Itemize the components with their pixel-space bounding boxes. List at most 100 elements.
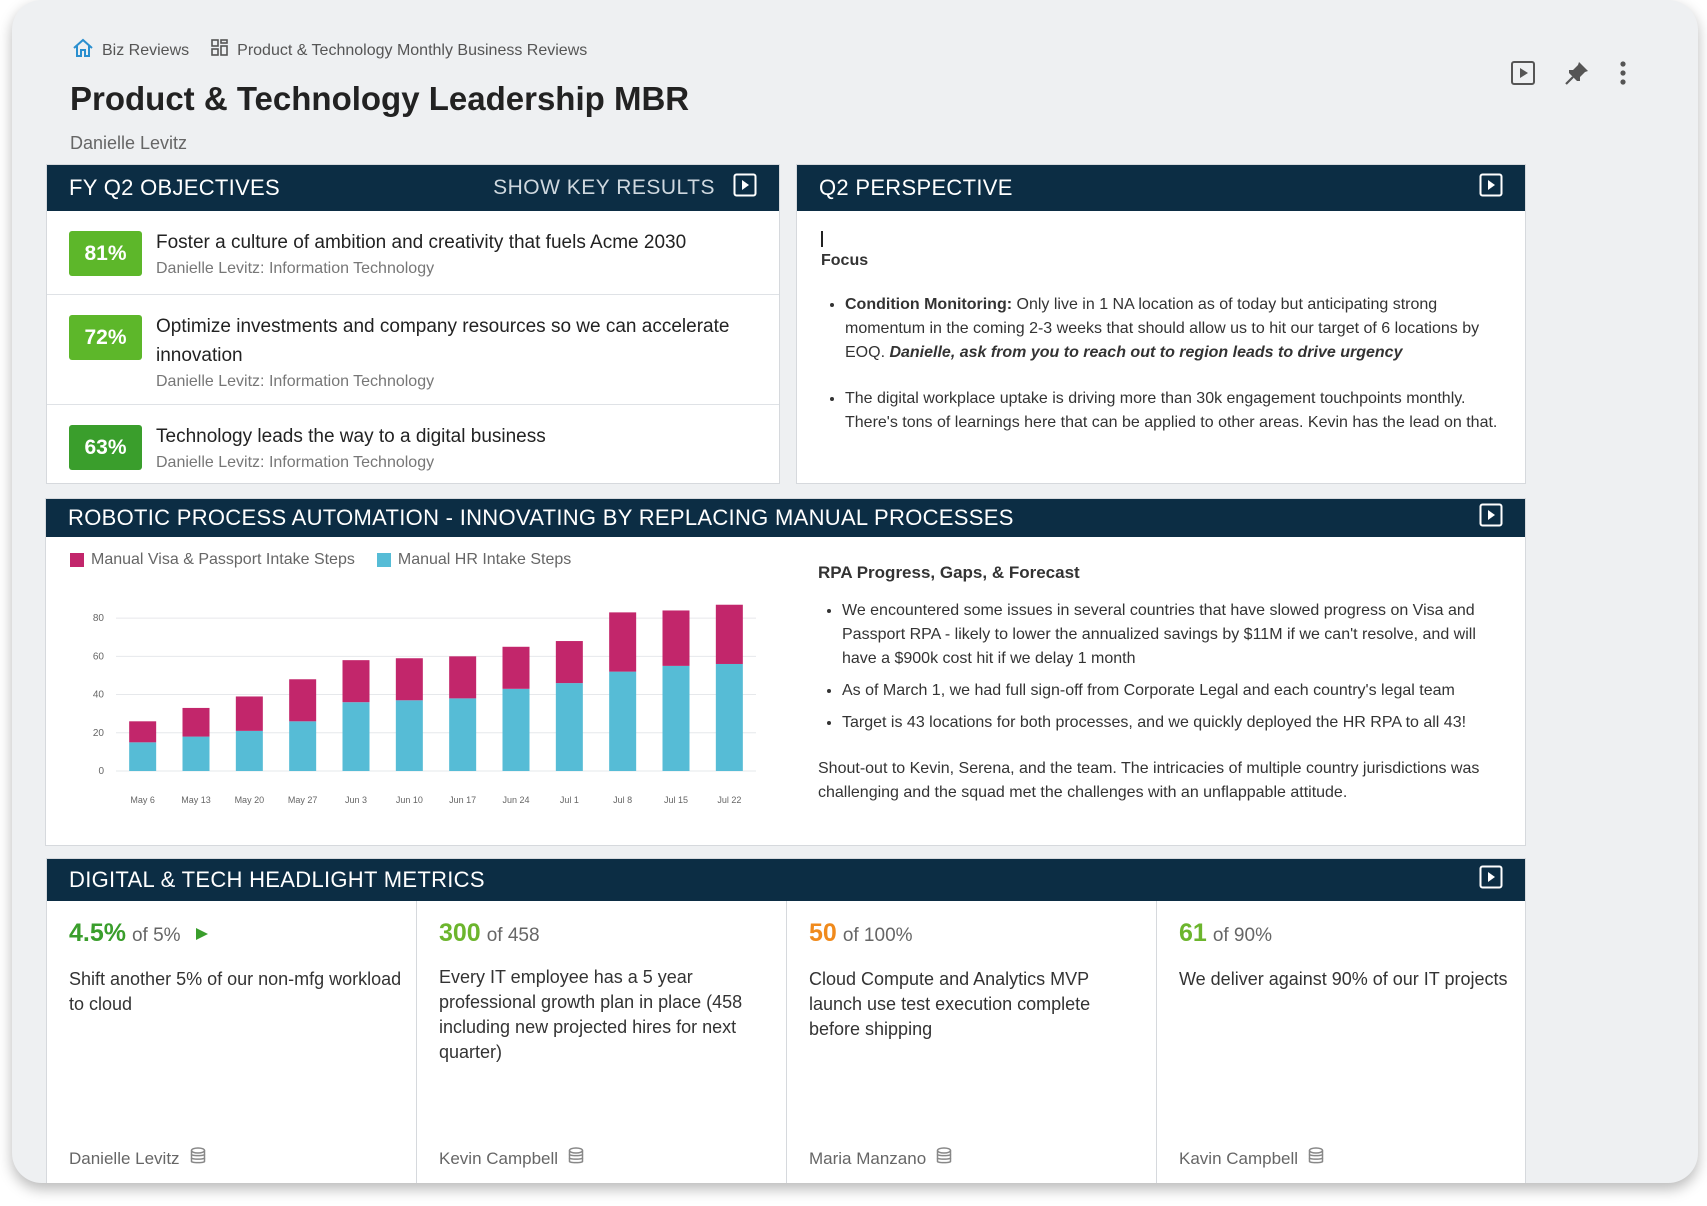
bar-segment[interactable] bbox=[182, 707, 210, 737]
present-icon[interactable] bbox=[1510, 60, 1536, 86]
metrics-panel: DIGITAL & TECH HEADLIGHT METRICS 4.5% of… bbox=[46, 858, 1526, 1183]
bar-segment[interactable] bbox=[502, 688, 530, 771]
page-actions bbox=[1482, 60, 1628, 86]
metric-value: 61 bbox=[1179, 919, 1207, 947]
page-owner: Danielle Levitz bbox=[70, 133, 188, 153]
bar-segment[interactable] bbox=[609, 671, 637, 771]
dashboard-icon bbox=[211, 39, 237, 62]
bar-segment[interactable] bbox=[342, 702, 370, 771]
bar-segment[interactable] bbox=[395, 658, 423, 701]
bar-segment[interactable] bbox=[449, 656, 477, 699]
bar-segment[interactable] bbox=[182, 736, 210, 771]
present-icon bbox=[1479, 173, 1503, 203]
perspective-title: Q2 PERSPECTIVE bbox=[819, 175, 1013, 200]
chart-legend: Manual Visa & Passport Intake Steps Manu… bbox=[70, 551, 593, 569]
more-icon[interactable] bbox=[1618, 60, 1628, 86]
legend-item-visa[interactable]: Manual Visa & Passport Intake Steps bbox=[70, 551, 355, 569]
metric-card[interactable]: 61 of 90% We deliver against 90% of our … bbox=[1157, 901, 1525, 1183]
metric-owner: Kavin Campbell bbox=[1179, 1147, 1324, 1170]
x-tick-label: Jun 24 bbox=[502, 795, 529, 805]
perspective-panel: Q2 PERSPECTIVE Focus Condition Monitorin… bbox=[796, 164, 1526, 484]
x-tick-label: May 13 bbox=[181, 795, 211, 805]
objectives-title: FY Q2 OBJECTIVES bbox=[69, 175, 281, 200]
bar-segment[interactable] bbox=[235, 730, 263, 771]
present-button[interactable] bbox=[1479, 173, 1503, 203]
metric-value: 300 bbox=[439, 919, 481, 947]
bar-segment[interactable] bbox=[555, 641, 583, 684]
perspective-header: Q2 PERSPECTIVE bbox=[797, 165, 1525, 211]
legend-item-hr[interactable]: Manual HR Intake Steps bbox=[376, 551, 572, 569]
present-button[interactable] bbox=[1479, 865, 1503, 895]
objective-item[interactable]: 63% Technology leads the way to a digita… bbox=[47, 405, 779, 483]
bar-segment[interactable] bbox=[235, 696, 263, 731]
rpa-shoutout: Shout-out to Kevin, Serena, and the team… bbox=[818, 760, 1480, 801]
metrics-title: DIGITAL & TECH HEADLIGHT METRICS bbox=[69, 867, 485, 892]
metric-card[interactable]: 4.5% of 5% Shift another 5% of our non-m… bbox=[47, 901, 417, 1183]
objective-title: Optimize investments and company resourc… bbox=[156, 316, 730, 366]
metric-owner-name: Kavin Campbell bbox=[1179, 1148, 1299, 1168]
rpa-bullet: Target is 43 locations for both processe… bbox=[842, 711, 1498, 735]
bar-segment[interactable] bbox=[129, 742, 157, 771]
objective-item[interactable]: 72% Optimize investments and company res… bbox=[47, 295, 779, 405]
perspective-body[interactable]: Focus Condition Monitoring: Only live in… bbox=[797, 211, 1525, 475]
bar-segment[interactable] bbox=[449, 698, 477, 771]
objective-item[interactable]: 81% Foster a culture of ambition and cre… bbox=[47, 211, 779, 295]
objective-title: Technology leads the way to a digital bu… bbox=[156, 426, 546, 447]
metric-description: Every IT employee has a 5 year professio… bbox=[439, 967, 743, 1062]
rpa-heading: RPA Progress, Gaps, & Forecast bbox=[818, 563, 1080, 582]
metric-owner: Maria Manzano bbox=[809, 1147, 952, 1170]
rpa-commentary[interactable]: RPA Progress, Gaps, & Forecast We encoun… bbox=[818, 561, 1498, 805]
legend-label: Manual HR Intake Steps bbox=[397, 551, 572, 568]
x-tick-label: Jul 8 bbox=[613, 795, 632, 805]
show-key-results-button[interactable]: SHOW KEY RESULTS bbox=[493, 173, 757, 203]
rpa-bullet: As of March 1, we had full sign-off from… bbox=[842, 679, 1498, 703]
rpa-chart: 0 20 40 60 80 May 6 May 13 May 20 May 27 Jun 3 Jun… bbox=[93, 604, 756, 805]
bar-segment[interactable] bbox=[715, 604, 743, 664]
objective-owner: Danielle Levitz: Information Technology bbox=[156, 454, 435, 471]
metrics-header: DIGITAL & TECH HEADLIGHT METRICS bbox=[47, 859, 1525, 901]
bar-segment[interactable] bbox=[555, 683, 583, 771]
x-tick-label: May 20 bbox=[235, 795, 265, 805]
present-icon bbox=[733, 173, 757, 203]
bar-segment[interactable] bbox=[502, 646, 530, 689]
bar-segment[interactable] bbox=[342, 660, 370, 703]
pin-icon[interactable] bbox=[1564, 60, 1590, 86]
breadcrumb-label: Product & Technology Monthly Business Re… bbox=[237, 41, 588, 59]
metric-description: We deliver against 90% of our IT project… bbox=[1179, 969, 1508, 989]
breadcrumb: Biz Reviews Product & Technology Monthly… bbox=[72, 38, 609, 63]
metric-owner: Danielle Levitz bbox=[69, 1147, 206, 1170]
metric-description: Cloud Compute and Analytics MVP launch u… bbox=[809, 969, 1091, 1039]
present-button[interactable] bbox=[1479, 503, 1503, 533]
objective-progress-badge: 72% bbox=[69, 315, 142, 360]
y-tick-label: 40 bbox=[93, 690, 105, 701]
bar-segment[interactable] bbox=[609, 612, 637, 672]
objective-owner: Danielle Levitz: Information Technology bbox=[156, 260, 435, 277]
perspective-bullet: The digital workplace uptake is driving … bbox=[845, 387, 1501, 435]
objective-progress-badge: 63% bbox=[69, 425, 142, 470]
metric-target: of 100% bbox=[842, 925, 913, 946]
perspective-bullet: Condition Monitoring: Only live in 1 NA … bbox=[845, 293, 1501, 365]
metric-card[interactable]: 50 of 100% Cloud Compute and Analytics M… bbox=[787, 901, 1157, 1183]
bar-segment[interactable] bbox=[289, 679, 317, 722]
metric-owner-name: Kevin Campbell bbox=[439, 1148, 559, 1168]
breadcrumb-monthly-reviews[interactable]: Product & Technology Monthly Business Re… bbox=[211, 39, 587, 62]
legend-swatch bbox=[376, 553, 391, 567]
x-tick-label: Jun 17 bbox=[449, 795, 476, 805]
y-tick-label: 20 bbox=[93, 728, 105, 739]
bullet-text: Only live in 1 NA location as of today b… bbox=[845, 296, 1480, 361]
breadcrumb-biz-reviews[interactable]: Biz Reviews bbox=[72, 38, 189, 63]
bar-segment[interactable] bbox=[395, 700, 423, 771]
rpa-bullet: We encountered some issues in several co… bbox=[842, 599, 1498, 671]
bar-segment[interactable] bbox=[662, 665, 690, 771]
bar-segment[interactable] bbox=[289, 721, 317, 771]
bar-segment[interactable] bbox=[129, 721, 157, 743]
metric-owner-name: Danielle Levitz bbox=[69, 1148, 180, 1168]
y-tick-label: 0 bbox=[98, 766, 104, 777]
y-tick-label: 60 bbox=[93, 651, 105, 662]
metric-card[interactable]: 300 of 458 Every IT employee has a 5 yea… bbox=[417, 901, 787, 1183]
bullet-bold: Condition Monitoring: bbox=[845, 296, 1013, 313]
bar-segment[interactable] bbox=[715, 663, 743, 771]
rpa-list: We encountered some issues in several co… bbox=[818, 599, 1498, 735]
bar-segment[interactable] bbox=[662, 610, 690, 666]
present-icon bbox=[1479, 503, 1503, 533]
